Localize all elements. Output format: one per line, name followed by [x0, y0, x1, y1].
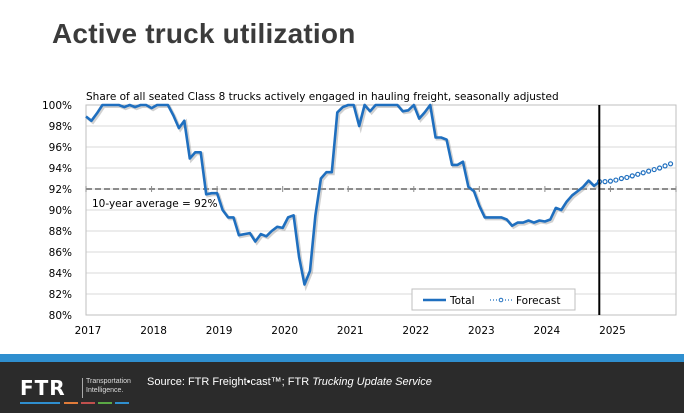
y-tick-label: 94%: [49, 163, 72, 175]
x-tick-label: 2023: [468, 325, 495, 337]
x-axis-ticks: 2017 2018 2019 2020 2021 2022 2023 2024 2025: [75, 325, 626, 337]
forecast-point: [651, 166, 657, 173]
average-label: 10-year average = 92%: [92, 198, 218, 210]
y-tick-label: 98%: [49, 121, 72, 133]
logo-bar: [81, 402, 95, 404]
forecast-point: [618, 175, 624, 182]
y-tick-label: 92%: [49, 184, 72, 196]
chart-title: Share of all seated Class 8 trucks activ…: [86, 91, 559, 103]
y-tick-label: 86%: [49, 247, 72, 259]
total-series-line: [85, 103, 601, 286]
x-tick-label: 2022: [402, 325, 429, 337]
y-tick-label: 88%: [49, 226, 72, 238]
x-tick-label: 2018: [140, 325, 167, 337]
gridlines: [85, 104, 677, 316]
y-tick-label: 100%: [42, 100, 72, 112]
source-text: Source: FTR Freight•cast™; FTR Trucking …: [147, 376, 432, 388]
legend-forecast-label: Forecast: [516, 295, 560, 307]
legend-total-label: Total: [449, 295, 475, 307]
logo-separator: [82, 378, 83, 398]
x-tick-label: 2017: [75, 325, 102, 337]
footer-stripe: [0, 354, 684, 362]
forecast-point: [640, 170, 646, 176]
ten-year-average-line: 10-year average = 92%: [85, 186, 677, 210]
logo-wordmark: FTR: [20, 376, 66, 400]
logo-bar: [64, 402, 78, 404]
x-tick-label: 2024: [534, 325, 561, 337]
forecast-point: [657, 165, 663, 171]
x-tick-label: 2020: [271, 325, 298, 337]
logo-color-bars: [20, 402, 130, 404]
forecast-point: [662, 163, 668, 169]
forecast-point: [646, 168, 652, 174]
y-tick-label: 84%: [49, 268, 72, 280]
y-axis-ticks: 80% 82% 84% 86% 88% 90% 92% 94% 96% 98% 100%: [42, 100, 72, 322]
x-tick-label: 2019: [206, 325, 233, 337]
source-prefix: Source: FTR Freight•cast™; FTR: [147, 376, 313, 388]
slide-title: Active truck utilization: [52, 18, 356, 49]
footer-bar: FTR Transportation Intelligence. Source:…: [0, 362, 684, 413]
series-group: [85, 102, 674, 292]
logo-subtitle: Transportation Intelligence.: [86, 377, 156, 395]
forecast-point: [635, 171, 641, 177]
y-tick-label: 82%: [49, 289, 72, 301]
source-publication: Trucking Update Service: [312, 376, 432, 388]
forecast-point: [613, 177, 619, 183]
x-tick-label: 2021: [337, 325, 364, 337]
y-tick-label: 80%: [49, 310, 72, 322]
forecast-point: [624, 174, 630, 181]
forecast-point: [629, 173, 635, 179]
total-series-shadow: [86, 102, 602, 292]
chart-legend: Total Forecast: [411, 288, 576, 311]
logo-subtitle-line1: Transportation: [86, 378, 131, 385]
y-tick-label: 90%: [49, 205, 72, 217]
logo-bar: [98, 402, 112, 404]
legend-forecast-marker: [498, 297, 504, 303]
logo-bar: [20, 402, 60, 404]
logo-bar: [115, 402, 129, 404]
x-tick-label: 2025: [599, 325, 626, 337]
logo-subtitle-line2: Intelligence.: [86, 387, 124, 394]
forecast-point: [607, 178, 614, 184]
forecast-point: [602, 179, 608, 185]
utilization-chart: Share of all seated Class 8 trucks activ…: [42, 91, 677, 337]
y-tick-label: 96%: [49, 142, 72, 154]
forecast-point: [667, 161, 674, 167]
